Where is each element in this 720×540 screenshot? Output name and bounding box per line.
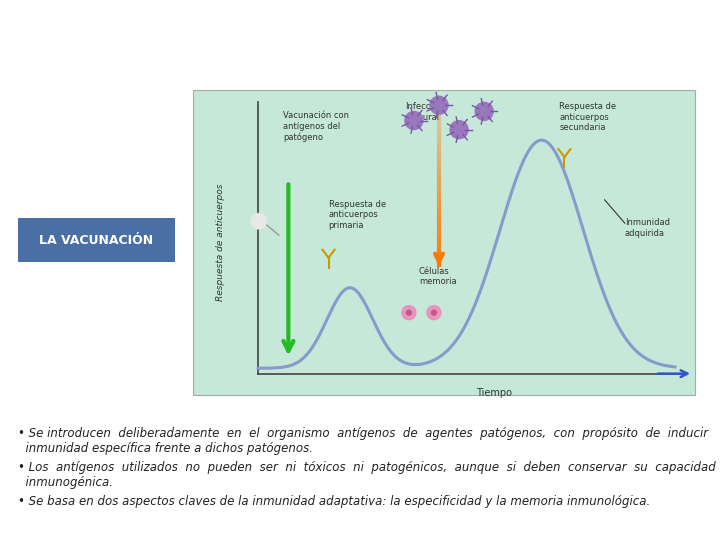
- Text: Respuesta de
anticuerpos
secundaria: Respuesta de anticuerpos secundaria: [559, 102, 616, 132]
- Circle shape: [427, 306, 441, 320]
- Text: Células
memoria: Células memoria: [419, 267, 456, 286]
- Text: Vacunación con
antígenos del
patógeno: Vacunación con antígenos del patógeno: [284, 111, 349, 141]
- Circle shape: [406, 310, 411, 315]
- Text: Inmunidad
adquirida: Inmunidad adquirida: [625, 218, 670, 238]
- Text: LA VACUNACIÓN: LA VACUNACIÓN: [40, 233, 153, 246]
- Text: • Se basa en dos aspectos claves de la inmunidad adaptativa: la especificidad y : • Se basa en dos aspectos claves de la i…: [18, 495, 650, 508]
- Bar: [18, 218, 175, 262]
- Text: Infección
natural: Infección natural: [405, 102, 443, 122]
- Circle shape: [405, 111, 423, 130]
- Bar: [193, 90, 695, 395]
- Circle shape: [475, 103, 493, 120]
- Circle shape: [450, 120, 468, 139]
- Text: • Los  antígenos  utilizados  no  pueden  ser  ni  tóxicos  ni  patogénicos,  au: • Los antígenos utilizados no pueden ser…: [18, 461, 716, 489]
- Text: • Se introducen  deliberadamente  en  el  organismo  antígenos  de  agentes  pat: • Se introducen deliberadamente en el or…: [18, 427, 708, 455]
- Text: Respuesta de anticuerpos: Respuesta de anticuerpos: [216, 184, 225, 301]
- Circle shape: [430, 96, 448, 114]
- Circle shape: [431, 310, 436, 315]
- Circle shape: [402, 306, 416, 320]
- Text: Tiempo: Tiempo: [476, 388, 512, 397]
- Circle shape: [251, 213, 267, 229]
- Text: Respuesta de
anticuerpos
primaria: Respuesta de anticuerpos primaria: [328, 200, 386, 230]
